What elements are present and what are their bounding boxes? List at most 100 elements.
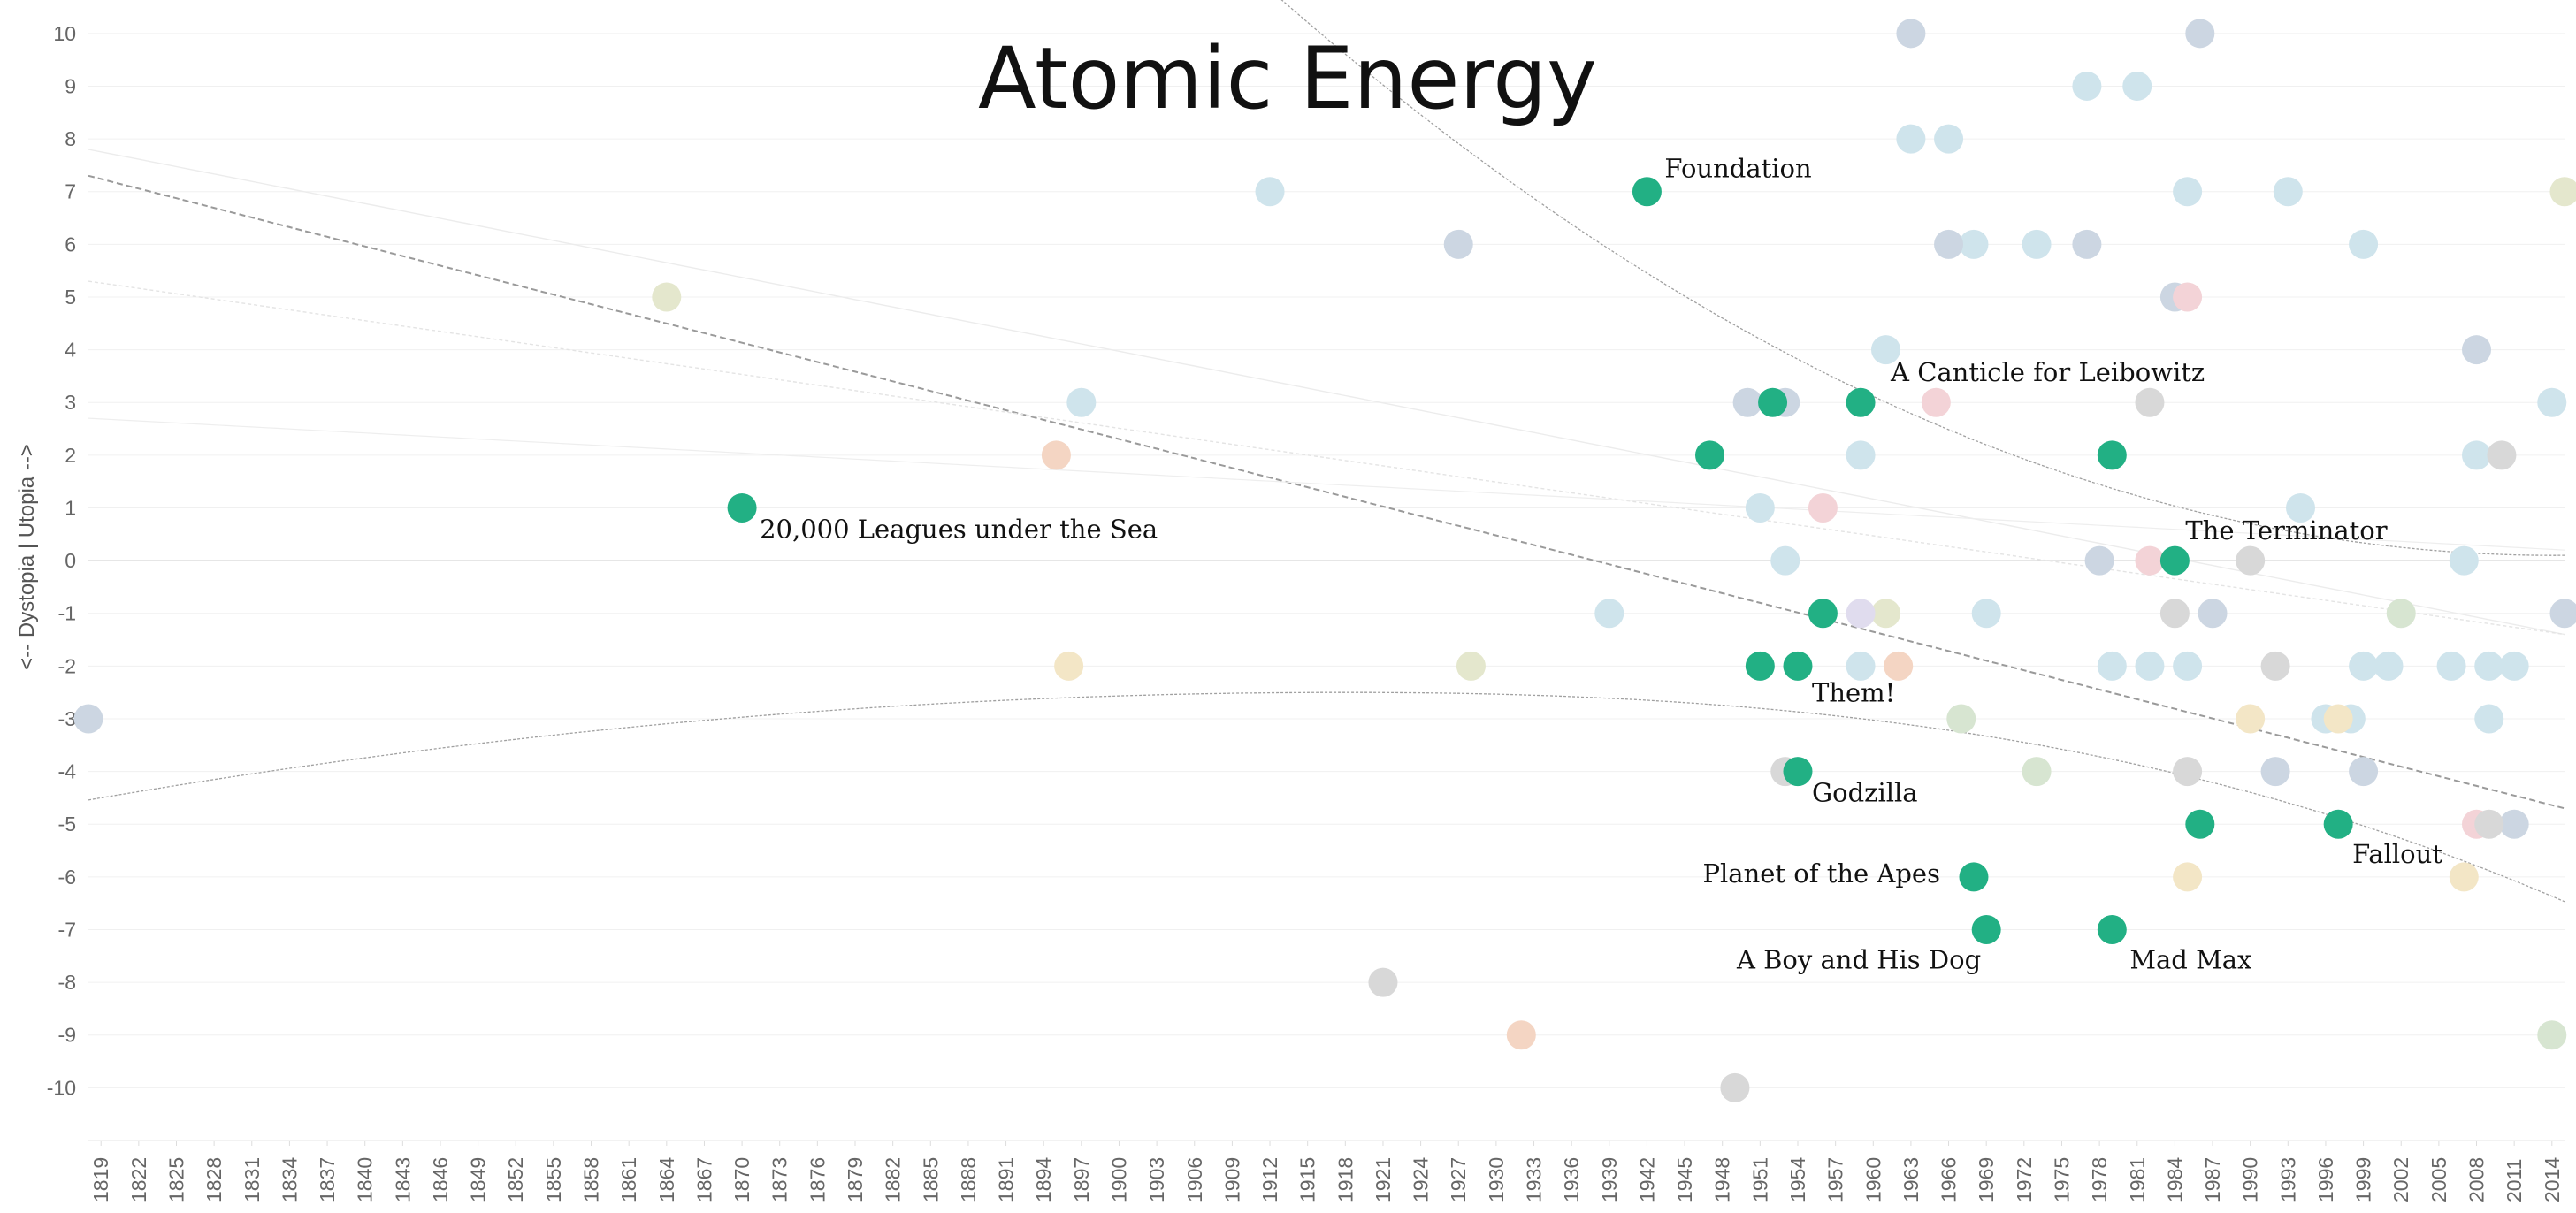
highlight-point [1972, 915, 2001, 944]
data-point [2537, 388, 2566, 417]
data-point [1846, 599, 1876, 628]
data-point [1922, 388, 1951, 417]
highlight-point [1746, 652, 1775, 681]
data-point [2173, 652, 2202, 681]
x-tick-label: 1987 [2201, 1157, 2224, 1202]
data-point [1054, 652, 1083, 681]
data-point [1934, 125, 1963, 154]
highlight-point [2098, 915, 2127, 944]
data-point [2500, 810, 2529, 839]
x-tick-label: 1849 [467, 1157, 490, 1202]
x-tick-label: 2005 [2427, 1157, 2450, 1202]
x-tick-label: 1966 [1938, 1157, 1961, 1202]
data-point [2085, 546, 2114, 576]
x-tick-label: 1867 [692, 1157, 715, 1202]
data-point [2022, 757, 2052, 786]
x-tick-label: 1930 [1485, 1157, 1508, 1202]
x-tick-label: 1999 [2352, 1157, 2375, 1202]
trend-line-light-b [88, 281, 2565, 634]
data-point [1808, 493, 1838, 523]
data-point [1871, 599, 1900, 628]
x-tick-label: 1981 [2126, 1157, 2149, 1202]
data-point [1896, 19, 1925, 48]
x-tick-label: 1990 [2239, 1157, 2262, 1202]
highlight-point [1632, 177, 1662, 206]
data-point [2349, 652, 2378, 681]
data-point [2072, 230, 2101, 259]
y-tick-label: 6 [65, 233, 76, 256]
x-tick-label: 1870 [730, 1157, 753, 1202]
data-point [1896, 125, 1925, 154]
y-tick-label: 2 [65, 444, 76, 467]
x-tick-label: 1912 [1258, 1157, 1281, 1202]
chart-title: Atomic Energy [978, 29, 1597, 128]
x-tick-label: 1915 [1296, 1157, 1319, 1202]
highlight-point [1758, 388, 1787, 417]
data-point [2462, 440, 2491, 469]
data-point [2324, 704, 2353, 733]
highlight-point [1783, 757, 1812, 786]
x-tick-label: 1936 [1560, 1157, 1583, 1202]
data-point [2135, 546, 2164, 576]
highlight-point [1783, 652, 1812, 681]
data-point [2500, 652, 2529, 681]
x-tick-label: 1888 [957, 1157, 980, 1202]
x-tick-label: 1876 [806, 1157, 829, 1202]
x-tick-label: 1819 [89, 1157, 112, 1202]
point-labels: 20,000 Leagues under the SeaFoundationA … [760, 154, 2442, 975]
highlight-point [1695, 440, 1724, 469]
x-tick-label: 1960 [1861, 1157, 1884, 1202]
x-tick-label: 1891 [995, 1157, 1018, 1202]
x-tick-label: 2011 [2503, 1159, 2526, 1202]
y-tick-label: 9 [65, 74, 76, 97]
data-point [2098, 652, 2127, 681]
data-point [2135, 652, 2164, 681]
y-tick-label: -1 [58, 602, 76, 625]
x-tick-label: 1903 [1145, 1157, 1168, 1202]
y-tick-label: -3 [58, 707, 76, 730]
data-point [2261, 757, 2290, 786]
data-point [1066, 388, 1096, 417]
data-point [1594, 599, 1624, 628]
x-tick-label: 1882 [882, 1157, 905, 1202]
data-point [2537, 1020, 2566, 1049]
data-point [2173, 862, 2202, 891]
x-tick-label: 1927 [1447, 1157, 1470, 1202]
y-tick-label: -8 [58, 971, 76, 994]
y-tick-label: -2 [58, 654, 76, 677]
data-point [1770, 546, 1800, 576]
data-point [1444, 230, 1473, 259]
data-point [2550, 599, 2576, 628]
x-tick-label: 1963 [1900, 1157, 1922, 1202]
data-point [2374, 652, 2404, 681]
point-label: Foundation [1664, 154, 1811, 184]
data-point [2236, 704, 2265, 733]
data-point [1720, 1073, 1749, 1102]
data-point [1256, 177, 1285, 206]
x-tick-label: 1900 [1107, 1157, 1130, 1202]
x-tick-label: 1837 [316, 1157, 339, 1202]
x-tick-label: 1957 [1824, 1157, 1847, 1202]
highlight-point [728, 493, 757, 523]
x-tick-label: 1855 [542, 1157, 565, 1202]
x-tick-label: 1825 [164, 1157, 187, 1202]
y-tick-label: -9 [58, 1024, 76, 1047]
data-point [1456, 652, 1486, 681]
x-tick-label: 1828 [203, 1157, 225, 1202]
y-tick-label: -4 [58, 760, 77, 783]
x-tick-label: 1975 [2050, 1157, 2073, 1202]
data-point [2550, 177, 2576, 206]
data-point [2450, 862, 2479, 891]
y-tick-label: 1 [65, 496, 76, 519]
x-tick-label: 2002 [2389, 1157, 2412, 1202]
data-point [1733, 388, 1762, 417]
data-point [2122, 72, 2152, 101]
x-tick-label: 1894 [1032, 1157, 1055, 1202]
x-tick-label: 1996 [2314, 1157, 2337, 1202]
data-point [2450, 546, 2479, 576]
x-tick-label: 1852 [504, 1157, 527, 1202]
data-point [2135, 388, 2164, 417]
highlight-point [2098, 440, 2127, 469]
x-tick-label: 1909 [1220, 1157, 1243, 1202]
